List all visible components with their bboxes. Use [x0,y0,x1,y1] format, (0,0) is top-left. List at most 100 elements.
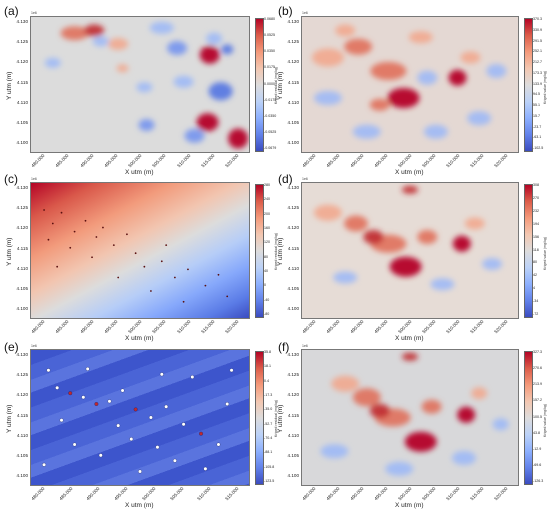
chart-f-colorbar-tick: -126.3 [533,479,544,483]
chart-b-x-tick: 495.000 [373,153,389,169]
chart-b-plot-area [301,16,519,153]
chart-d-y-tick: 4.110 [287,265,299,271]
residual-point [107,399,112,404]
chart-b-y-tick: 4.120 [287,59,300,65]
residual-point [72,442,77,447]
sample-point [165,244,168,246]
field-blob [363,230,384,244]
chart-c-plot-area [30,182,250,319]
chart-f-colorbar-tick: -69.6 [533,462,542,467]
chart-b-colorbar [524,18,533,152]
chart-b-colorbar-tick: -23.7 [533,124,542,129]
field-blob [116,64,129,73]
chart-a-colorbar-tick: -0.0679 [264,146,277,150]
chart-f-panel-label: (f) [278,340,290,354]
chart-b-colorbar-tick: 94.5 [533,92,540,97]
residual-point [137,469,142,474]
chart-c-y-tick: 4.105 [16,285,29,291]
chart-c-colorbar [255,184,264,318]
chart-c-colorbar-tick: 280 [264,183,270,187]
chart-a-colorbar-tick: 0.0525 [264,33,275,38]
chart-a-colorbar-tick: 0.0350 [264,49,275,54]
chart-a-y-tick: 4.115 [16,79,28,85]
chart-e-colorbar-tick: -35.0 [264,407,273,412]
residual-point [129,437,134,442]
chart-c-colorbar-tick: 120 [264,240,270,245]
chart-c-colorbar-tick: 0 [264,283,266,288]
field-blob [335,24,356,37]
chart-b-field [311,24,507,139]
chart-c-colorbar-tick: -80 [264,312,270,316]
chart-c-colorbar-tick: 160 [264,226,270,230]
residual-point [55,385,60,390]
field-blob [486,64,507,78]
field-blob [370,62,407,80]
chart-f-y-exponent: 1e6 [302,344,308,348]
chart-f-y-tick: 4.115 [287,412,299,418]
chart-c-x-tick: 495.000 [103,319,119,335]
residual-point [42,462,47,467]
chart-b-x-tick: 520.000 [493,153,509,169]
field-blob [421,399,442,414]
field-blob [402,185,418,194]
chart-e-y-axis-title: Y utm (m) [6,404,13,433]
sample-point [117,276,120,279]
chart-c-colorbar-tick: 200 [264,211,270,216]
chart-a-plot-area [30,16,250,153]
chart-f-colorbar-tick: 327.3 [533,350,542,354]
sample-point [69,246,72,249]
chart-e-y-tick: 4.125 [16,372,29,378]
chart-b-y-exponent: 1e6 [302,11,308,15]
field-blob [423,124,448,139]
field-blob [471,387,488,400]
chart-a-field [44,21,249,149]
chart-e-residual-points [42,366,234,474]
field-blob [344,215,368,232]
chart-c-panel-label: (c) [4,172,18,186]
chart-d-panel-label: (d) [278,172,293,186]
residual-point [133,407,138,412]
chart-f-colorbar-tick: 213.9 [533,382,542,387]
chart-c-x-tick: 485.000 [54,319,70,335]
chart-d-plot-area [301,182,519,319]
field-blob [385,461,414,476]
chart-f-colorbar-tick: 270.6 [533,366,542,371]
chart-d-colorbar-tick: 232 [533,208,539,213]
chart-c-colorbar-tick: 40 [264,269,268,273]
sample-point [217,273,220,276]
chart-d-x-tick: 490.000 [349,319,365,335]
chart-f-x-tick: 510.000 [445,486,461,502]
chart-e-y-tick: 4.115 [16,412,28,418]
chart-b-colorbar-tick: 330.9 [533,27,542,32]
chart-e-colorbar-tick: 35.8 [264,350,271,354]
chart-d-x-tick: 480.000 [301,319,317,335]
field-blob [313,91,342,105]
chart-a-y-tick: 4.125 [16,39,29,45]
chart-e-plot-area [30,349,250,486]
field-blob [208,82,233,101]
chart-f-x-tick: 480.000 [301,486,317,502]
field-blob [467,111,492,126]
chart-d-colorbar-tick: -34 [533,299,539,304]
field-blob [173,75,194,88]
chart-a-x-tick: 505.000 [151,153,167,169]
chart-f-x-tick: 505.000 [421,486,437,502]
sample-point [182,300,185,303]
chart-e-colorbar-tick: 18.1 [264,364,271,369]
field-blob [92,36,109,47]
field-blob [344,38,373,55]
residual-point [229,368,234,373]
chart-f-x-tick: 515.000 [469,486,485,502]
field-blob [184,128,205,143]
sample-point [102,226,104,229]
field-blob [352,124,381,139]
chart-d-y-tick: 4.105 [287,285,300,291]
chart-c-colorbar-tick: 240 [264,197,270,202]
chart-e-x-tick: 490.000 [85,486,101,502]
residual-point [68,391,73,396]
chart-c-y-axis-title: Y utm (m) [6,237,13,266]
field-blob [311,48,344,67]
sample-point [51,222,54,225]
chart-f-y-tick: 4.110 [287,432,299,438]
field-blob [44,57,61,68]
